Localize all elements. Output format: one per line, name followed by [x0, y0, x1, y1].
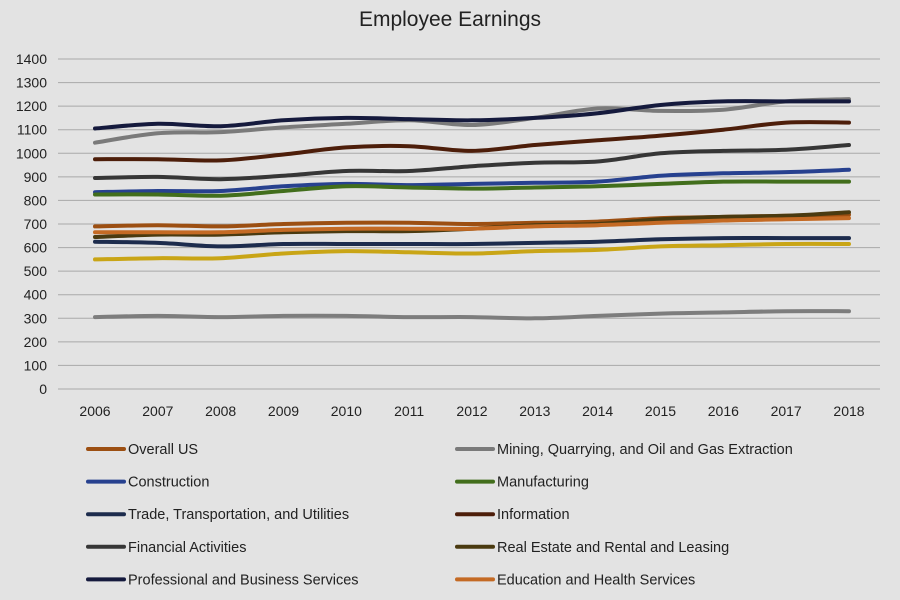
legend-label: Education and Health Services [497, 572, 695, 588]
legend-item: Real Estate and Rental and Leasing [455, 540, 729, 556]
x-tick-label: 2007 [142, 403, 173, 419]
legend-item: Manufacturing [455, 475, 589, 491]
x-tick-label: 2017 [771, 403, 802, 419]
y-axis-ticks: 0 100 200 300 400 500 600 700 800 900 1000 1100 1200… [16, 51, 47, 397]
x-tick-label: 2010 [331, 403, 362, 419]
legend-item: Professional and Business Services [86, 572, 359, 588]
y-tick-label: 1300 [16, 75, 47, 91]
legend-item: Trade, Transportation, and Utilities [86, 507, 349, 523]
legend-item: Financial Activities [86, 540, 246, 556]
x-tick-label: 2013 [519, 403, 550, 419]
x-tick-label: 2011 [394, 403, 424, 419]
legend: Overall US Mining, Quarrying, and Oil and… [86, 442, 793, 588]
series-line-6 [93, 143, 851, 182]
y-tick-label: 1200 [16, 98, 47, 114]
series-line-11 [93, 309, 851, 321]
y-tick-label: 600 [24, 240, 48, 256]
legend-label: Real Estate and Rental and Leasing [497, 540, 729, 556]
y-tick-label: 500 [24, 263, 48, 279]
legend-label: Manufacturing [497, 475, 589, 491]
series-line-4 [93, 236, 851, 249]
series-line-10 [93, 241, 851, 262]
legend-label: Trade, Transportation, and Utilities [128, 507, 349, 523]
legend-label: Information [497, 507, 570, 523]
chart-title: Employee Earnings [359, 8, 541, 31]
y-tick-label: 1000 [16, 145, 47, 161]
x-axis-ticks: 2006 2007 2008 2009 2010 2011 2012 2013 2014 2015… [79, 403, 864, 419]
legend-item: Overall US [86, 442, 198, 458]
y-tick-label: 700 [24, 216, 48, 232]
y-tick-label: 900 [24, 169, 48, 185]
x-tick-label: 2009 [268, 403, 299, 419]
y-tick-label: 300 [24, 310, 48, 326]
x-tick-label: 2018 [833, 403, 864, 419]
series-line-3 [93, 179, 851, 198]
legend-item: Information [455, 507, 570, 523]
x-tick-label: 2006 [79, 403, 110, 419]
x-tick-label: 2008 [205, 403, 236, 419]
series-line-5 [93, 120, 851, 163]
legend-item: Mining, Quarrying, and Oil and Gas Extra… [455, 442, 793, 458]
legend-label: Professional and Business Services [128, 572, 359, 588]
y-tick-label: 200 [24, 334, 48, 350]
legend-label: Construction [128, 475, 209, 491]
x-tick-label: 2015 [645, 403, 676, 419]
y-tick-label: 400 [24, 287, 48, 303]
y-tick-label: 100 [24, 357, 48, 373]
legend-label: Financial Activities [128, 540, 246, 556]
legend-label: Overall US [128, 442, 198, 458]
y-tick-label: 800 [24, 192, 48, 208]
x-tick-label: 2012 [456, 403, 487, 419]
series-line-2 [93, 167, 851, 195]
y-tick-label: 1100 [17, 122, 47, 138]
x-tick-label: 2014 [582, 403, 613, 419]
series-line-9 [93, 216, 851, 235]
series-line-8 [93, 99, 851, 131]
legend-item: Education and Health Services [455, 572, 695, 588]
y-tick-label: 0 [39, 381, 47, 397]
legend-item: Construction [86, 475, 209, 491]
series-lines [93, 97, 851, 321]
x-tick-label: 2016 [708, 403, 739, 419]
y-tick-label: 1400 [16, 51, 47, 67]
series-line-1 [93, 97, 851, 145]
legend-label: Mining, Quarrying, and Oil and Gas Extra… [497, 442, 793, 458]
